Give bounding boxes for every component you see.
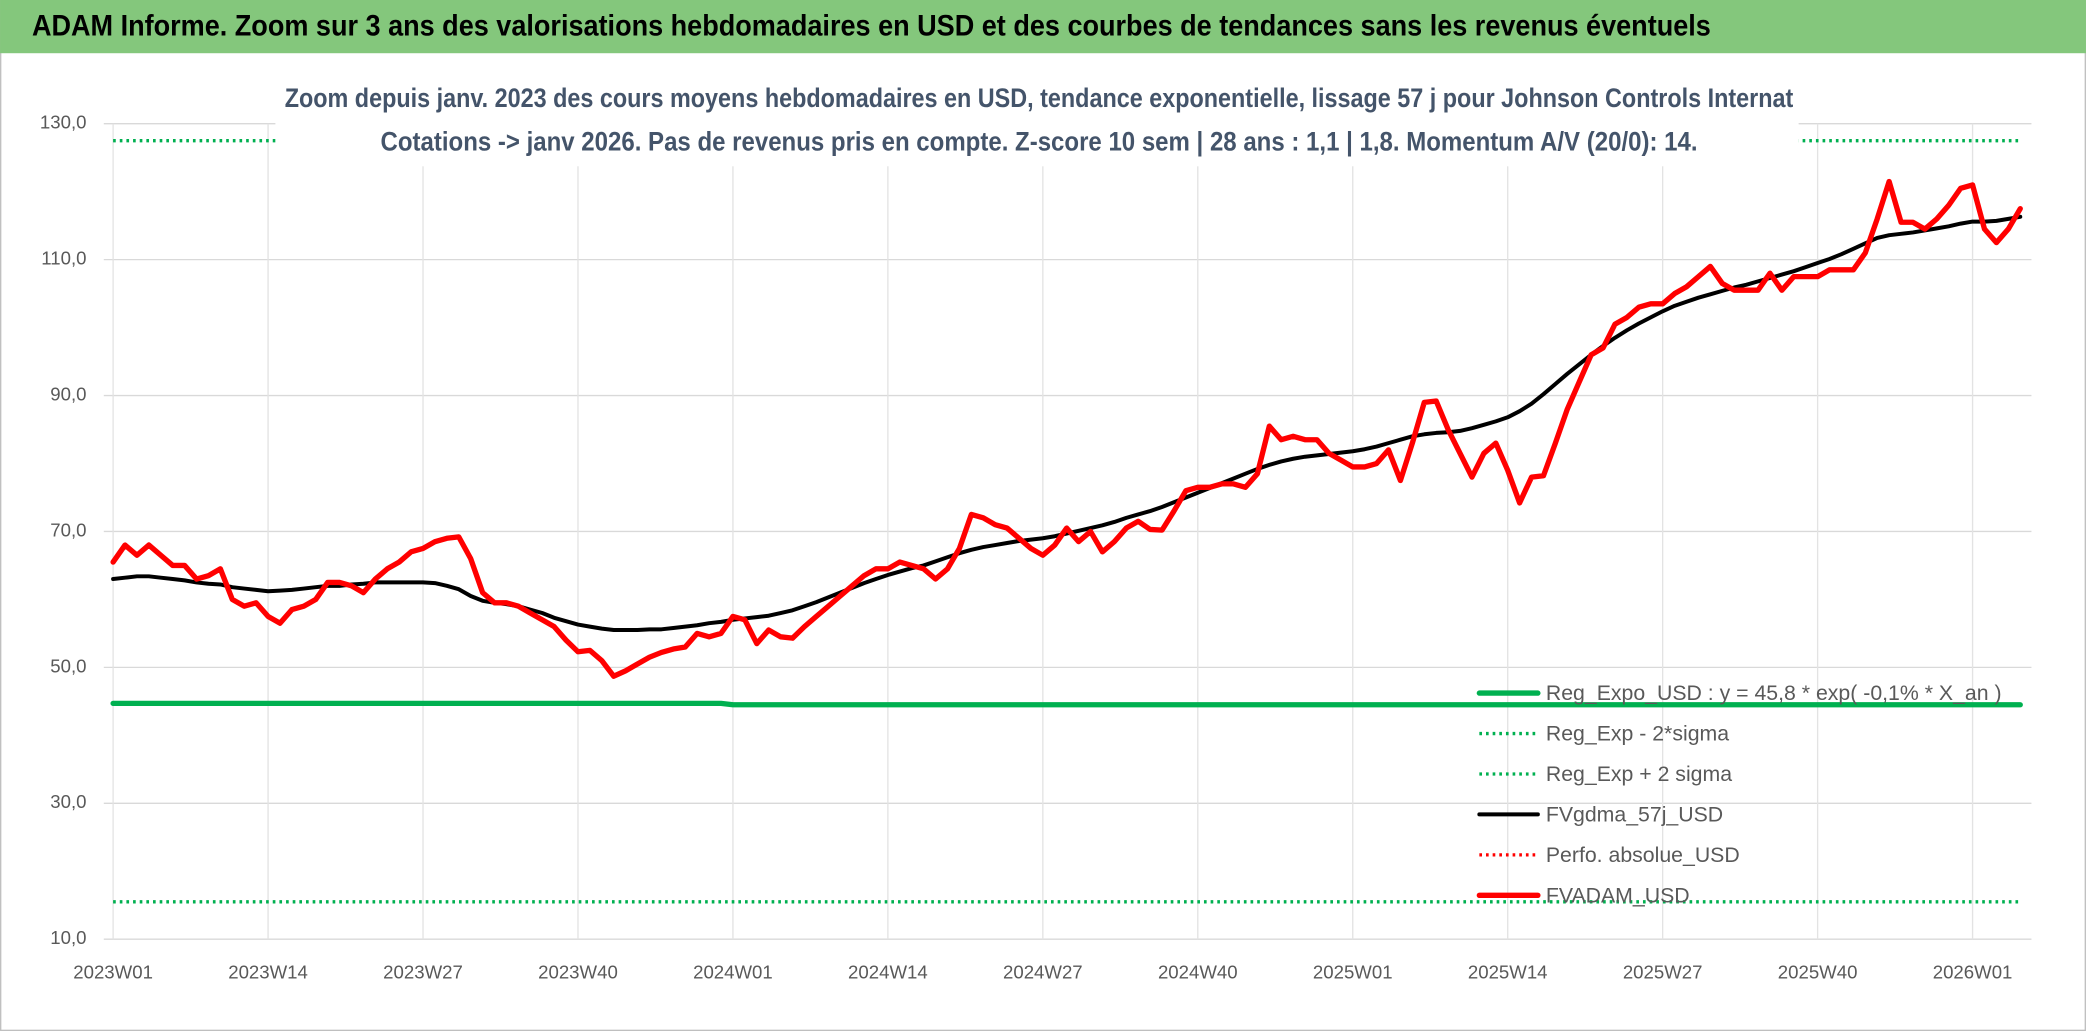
- x-tick-label: 2024W27: [1003, 962, 1083, 983]
- legend-label: Perfo. absolue_USD: [1546, 843, 1740, 867]
- plot-area: 10,0 30,0 50,0 70,0 90,0 110,0 130,0 2023W01 202…: [40, 112, 2032, 983]
- chart-subtitle: Cotations -> janv 2026. Pas de revenus p…: [380, 127, 1697, 157]
- title-box: [275, 75, 1799, 167]
- x-tick-label: 2024W01: [693, 962, 773, 983]
- legend-label: Reg_Expo_USD : y = 45,8 * exp( -0,1% * X…: [1546, 681, 2002, 705]
- x-tick-label: 2025W27: [1623, 962, 1703, 983]
- x-tick-label: 2023W40: [538, 962, 618, 983]
- chart-title: Zoom depuis janv. 2023 des cours moyens …: [285, 83, 1794, 113]
- series-line: [110, 700, 2023, 708]
- legend-label: Reg_Exp + 2 sigma: [1546, 762, 1732, 786]
- y-tick-label: 70,0: [50, 519, 86, 540]
- y-tick-label: 30,0: [50, 791, 86, 812]
- legend-label: FVgdma_57j_USD: [1546, 802, 1723, 826]
- x-tick-label: 2024W40: [1158, 962, 1238, 983]
- y-tick-label: 110,0: [41, 248, 86, 269]
- legend-label: Reg_Exp - 2*sigma: [1546, 721, 1729, 745]
- y-tick-label: 50,0: [50, 655, 86, 676]
- y-tick-label: 130,0: [40, 112, 87, 133]
- header-title: ADAM Informe. Zoom sur 3 ans des valoris…: [32, 11, 1711, 43]
- x-tick-label: 2024W14: [848, 962, 928, 983]
- x-tick-label: 2025W40: [1778, 962, 1858, 983]
- x-tick-label: 2025W01: [1313, 962, 1393, 983]
- series-line: [110, 178, 2023, 679]
- legend: Reg_Expo_USD : y = 45,8 * exp( -0,1% * X…: [1476, 681, 2002, 907]
- x-tick-label: 2025W14: [1468, 962, 1548, 983]
- x-tick-label: 2026W01: [1933, 962, 2013, 983]
- x-tick-label: 2023W14: [228, 962, 308, 983]
- x-tick-label: 2023W01: [73, 962, 153, 983]
- x-tick-label: 2023W27: [383, 962, 463, 983]
- y-tick-label: 90,0: [50, 383, 86, 404]
- series-line: [111, 214, 2023, 632]
- legend-label: FVADAM_USD: [1546, 883, 1690, 907]
- y-tick-label: 10,0: [50, 927, 86, 948]
- header-bar: [0, 0, 2086, 54]
